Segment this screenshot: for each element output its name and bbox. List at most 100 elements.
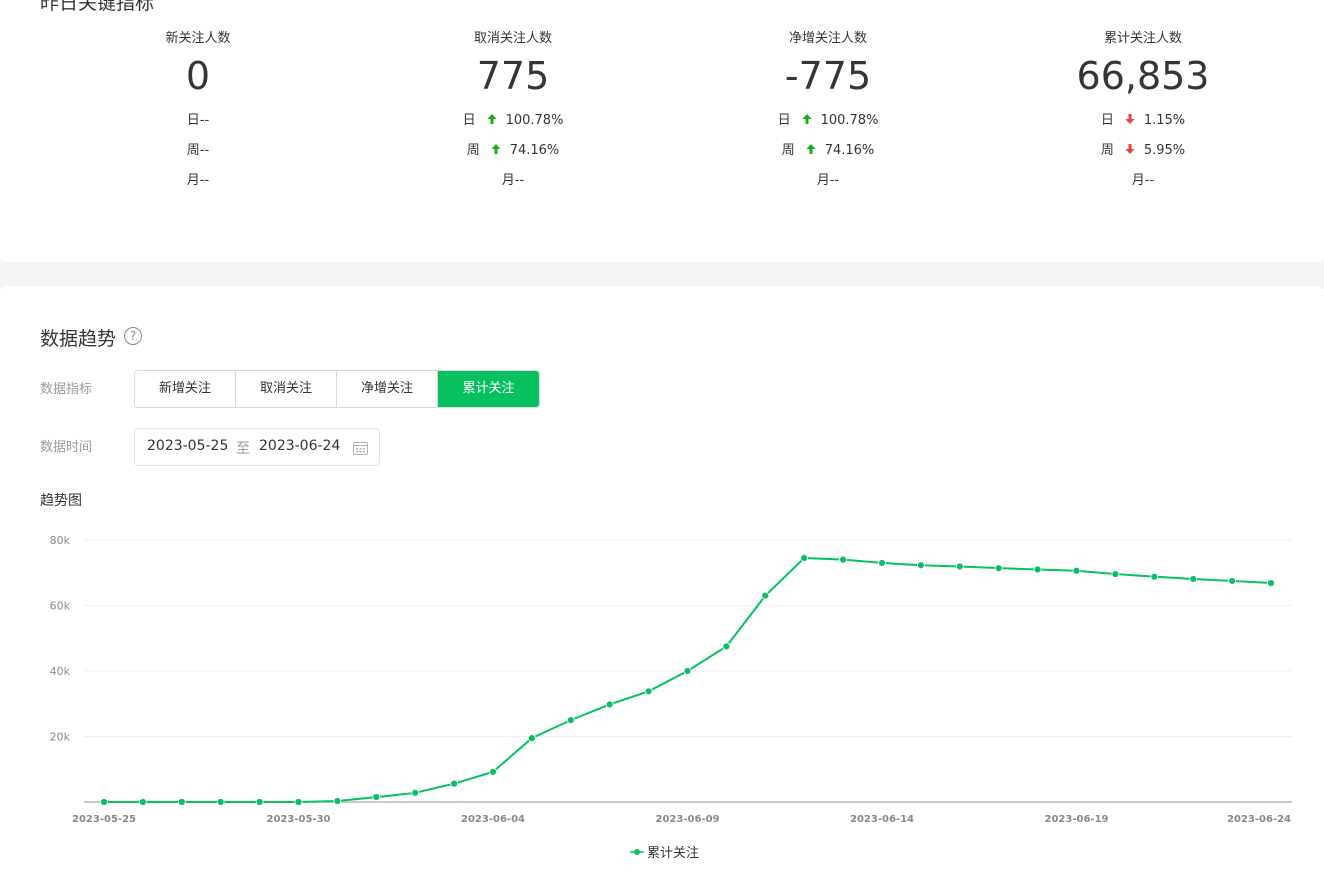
week-label: 周 xyxy=(1100,143,1114,158)
metric-month: 月-- xyxy=(186,173,210,188)
week-percent: 5.95% xyxy=(1143,143,1186,158)
metric-label: 净增关注人数 xyxy=(788,31,867,46)
week-label: 周 xyxy=(466,143,480,158)
trend-title: 数据趋势 xyxy=(40,328,117,350)
metric-day: 日 1.15% xyxy=(983,106,1303,136)
metric-unfollowers: 取消关注人数 775 日 100.78% 周 74.16% 月-- xyxy=(353,30,673,196)
calendar-icon[interactable] xyxy=(353,441,368,455)
y-tick-label: 60k xyxy=(50,600,71,613)
day-percent: 100.78% xyxy=(820,113,879,128)
metric-net-followers: 净增关注人数 -775 日 100.78% 周 74.16% 月-- xyxy=(668,30,988,196)
data-point xyxy=(605,700,614,709)
metric-value: 66,853 xyxy=(1076,54,1210,98)
metric-tabs: 新增关注 取消关注 净增关注 累计关注 xyxy=(134,370,540,408)
metric-week: 周-- xyxy=(186,143,210,158)
data-point xyxy=(450,779,459,788)
data-point xyxy=(372,793,381,801)
data-point xyxy=(294,798,303,806)
arrow-down-icon xyxy=(1125,144,1135,154)
chart-legend[interactable]: 累计关注 xyxy=(630,842,699,861)
data-point xyxy=(177,798,186,806)
data-point xyxy=(1150,572,1159,581)
day-percent: 1.15% xyxy=(1143,113,1186,128)
metric-day: 日 100.78% xyxy=(353,106,673,136)
arrow-up-icon xyxy=(487,114,497,124)
data-point xyxy=(644,687,653,696)
metric-value: 0 xyxy=(185,54,211,98)
metric-label: 累计关注人数 xyxy=(1103,31,1182,46)
week-percent: 74.16% xyxy=(824,143,875,158)
tab-net-follow[interactable]: 净增关注 xyxy=(337,371,438,407)
data-point xyxy=(333,797,342,805)
x-tick-label: 2023-05-30 xyxy=(267,814,331,825)
metric-month: 月-- xyxy=(501,173,525,188)
data-point xyxy=(566,716,575,725)
data-point xyxy=(1111,570,1120,578)
data-point xyxy=(1228,577,1236,585)
data-point xyxy=(1267,579,1275,587)
x-tick-label: 2023-05-25 xyxy=(72,814,136,825)
metric-day: 日-- xyxy=(186,113,210,128)
x-tick-label: 2023-06-14 xyxy=(850,814,914,825)
data-trend-card: 数据趋势 ? 数据指标 新增关注 取消关注 净增关注 累计关注 数据时间 202… xyxy=(0,286,1324,890)
tab-unfollow[interactable]: 取消关注 xyxy=(236,371,337,407)
date-range-label: 数据时间 xyxy=(40,440,93,455)
data-point xyxy=(255,798,264,806)
data-point xyxy=(839,555,847,564)
key-metrics-title: 昨日关键指标 xyxy=(40,0,155,14)
data-point xyxy=(411,788,420,797)
metric-selector-label: 数据指标 xyxy=(40,382,93,397)
data-point xyxy=(1189,575,1198,583)
metric-label: 取消关注人数 xyxy=(473,31,552,46)
day-percent: 100.78% xyxy=(505,113,564,128)
metric-label: 新关注人数 xyxy=(165,31,231,46)
day-label: 日 xyxy=(777,113,791,128)
date-separator: 至 xyxy=(236,441,250,457)
date-end[interactable]: 2023-06-24 xyxy=(259,438,341,454)
week-label: 周 xyxy=(781,143,795,158)
x-tick-label: 2023-06-04 xyxy=(461,814,525,825)
metric-month: 月-- xyxy=(816,173,840,188)
arrow-up-icon xyxy=(802,114,812,124)
tab-new-follow[interactable]: 新增关注 xyxy=(135,371,236,407)
metric-week: 周 74.16% xyxy=(353,136,673,166)
data-point xyxy=(994,564,1003,573)
data-point xyxy=(138,798,147,806)
tab-total-follow[interactable]: 累计关注 xyxy=(438,371,539,407)
data-point xyxy=(683,667,692,675)
data-point xyxy=(761,591,770,600)
data-point xyxy=(100,798,108,806)
data-point xyxy=(917,561,925,570)
data-point xyxy=(955,562,964,571)
metric-day: 日 100.78% xyxy=(668,106,988,136)
data-point xyxy=(878,559,886,567)
x-tick-label: 2023-06-19 xyxy=(1045,814,1109,825)
legend-label: 累计关注 xyxy=(647,846,700,861)
data-point xyxy=(1072,566,1081,575)
week-percent: 74.16% xyxy=(509,143,560,158)
metric-total-followers: 累计关注人数 66,853 日 1.15% 周 5.95% 月-- xyxy=(983,30,1303,196)
y-tick-label: 40k xyxy=(50,665,71,678)
question-circle-icon[interactable]: ? xyxy=(124,327,142,345)
metric-month: 月-- xyxy=(1131,173,1155,188)
legend-marker-icon xyxy=(630,849,644,855)
data-point xyxy=(1033,565,1042,574)
metric-new-followers: 新关注人数 0 日-- 周-- 月-- xyxy=(38,30,358,196)
x-tick-label: 2023-06-24 xyxy=(1227,814,1291,825)
y-tick-label: 20k xyxy=(50,731,71,744)
y-tick-label: 80k xyxy=(50,534,71,547)
data-point xyxy=(528,734,536,743)
key-metrics-card: 昨日关键指标 新关注人数 0 日-- 周-- 月-- 取消关注人数 775 日 1… xyxy=(0,0,1324,262)
arrow-up-icon xyxy=(491,144,501,154)
arrow-down-icon xyxy=(1125,114,1135,124)
date-range-picker[interactable]: 2023-05-25 至 2023-06-24 xyxy=(134,428,380,466)
day-label: 日 xyxy=(462,113,476,128)
arrow-up-icon xyxy=(806,144,816,154)
metric-value: -775 xyxy=(784,54,872,98)
data-point xyxy=(800,554,809,562)
date-start[interactable]: 2023-05-25 xyxy=(147,438,229,454)
chart-title: 趋势图 xyxy=(40,493,82,509)
metric-value: 775 xyxy=(476,54,550,98)
data-point xyxy=(216,798,225,806)
data-point xyxy=(489,767,497,776)
